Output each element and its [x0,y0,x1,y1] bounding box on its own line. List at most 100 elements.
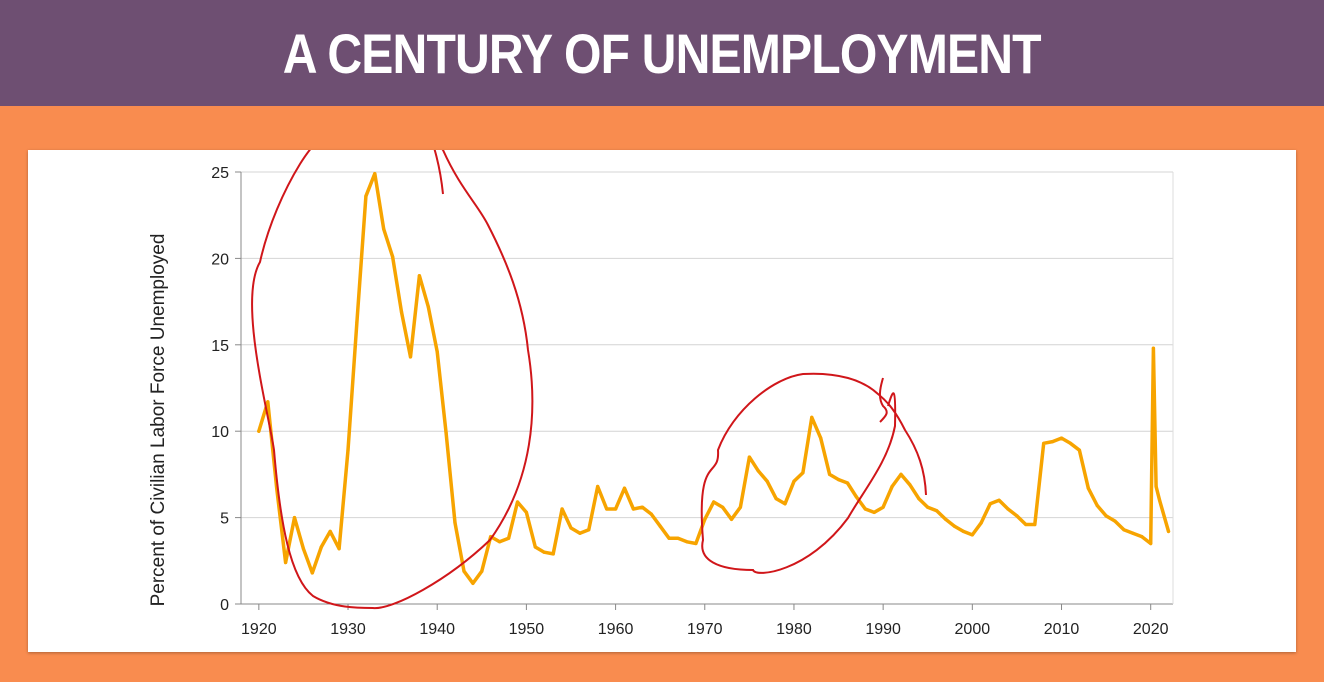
data-point [1006,507,1010,511]
data-point [1151,346,1155,350]
data-point [1104,514,1108,518]
data-point [658,524,662,528]
y-tick-labels: 0 5 10 15 20 25 [211,165,229,614]
data-point [631,507,636,511]
data-point [569,526,573,530]
x-tick-label: 1930 [330,621,366,638]
x-tick-labels: 1920 1930 1940 1950 1960 1970 1980 1990 2000 2010… [241,621,1169,638]
data-point [917,497,921,501]
data-point [979,521,983,525]
data-point [845,481,850,485]
data-point [373,172,377,176]
data-point [1051,440,1055,444]
annotation-circle-depression [251,150,534,610]
data-point [783,502,787,506]
data-point [1166,529,1171,533]
data-point [961,529,966,533]
series-line-unemployment [257,171,1171,586]
data-point [346,448,350,452]
x-tick-label: 1970 [687,621,723,638]
data-point [1015,514,1019,518]
data-point [614,507,618,511]
data-point [756,469,760,473]
data-point [524,510,528,514]
x-tick-label: 1920 [241,621,277,638]
x-tick-label: 2010 [1044,621,1080,638]
data-point [257,429,261,433]
data-point [1077,448,1081,452]
data-point [453,521,457,525]
data-point [712,500,716,504]
annotation-circle-1980s [700,372,927,574]
data-point [640,505,644,509]
data-point [1158,498,1162,502]
data-point [694,541,698,546]
data-point [284,560,288,565]
data-point [988,502,992,506]
title-banner: A CENTURY OF UNEMPLOYMENT [0,0,1324,106]
data-point [391,255,395,259]
data-point [837,478,841,482]
data-point [337,547,341,551]
data-point [480,569,484,573]
data-point [310,571,314,575]
data-point [301,547,305,551]
x-tick-label: 1940 [419,621,455,638]
data-point [685,540,689,544]
data-point [908,483,912,487]
y-tick-label: 10 [211,424,229,441]
data-point [435,350,439,354]
data-point [863,507,867,511]
data-point [935,509,939,513]
data-point [721,505,725,509]
y-tick-label: 20 [211,251,229,268]
data-point [515,500,520,504]
data-point [1154,484,1158,489]
y-axis-label: Percent of Civilian Labor Force Unemploy… [148,234,169,607]
annotation-squiggle-1980s [879,377,888,423]
chart-panel: 0 5 10 15 20 25 1920 1930 1940 1950 1960 1970 1980 1… [28,150,1296,652]
data-point [1068,441,1072,445]
y-tick-label: 15 [211,338,229,355]
x-tick-label: 2000 [955,621,991,638]
data-point [792,479,796,483]
data-point [1095,503,1099,508]
data-point [899,472,903,476]
data-point [399,310,404,314]
data-point [676,536,680,540]
data-point [462,569,466,573]
data-point [364,194,368,198]
data-point [1140,535,1144,539]
data-point [747,455,752,459]
data-point [578,531,582,535]
data-point [382,227,386,231]
data-point [926,505,930,509]
data-point [596,484,600,489]
data-point [738,505,743,509]
gridlines [241,171,1173,519]
data-point [1059,436,1064,440]
data-point [952,524,957,528]
data-point [944,517,948,521]
data-point [551,552,555,556]
data-point [426,305,430,309]
data-point [810,415,814,419]
x-tick-label: 1960 [598,621,634,638]
data-point [560,507,564,511]
data-point [408,355,413,359]
data-point [622,486,627,490]
x-tick-label: 2020 [1133,621,1169,638]
x-tick-label: 1980 [776,621,812,638]
page-title: A CENTURY OF UNEMPLOYMENT [282,21,1042,85]
hand-drawn-annotations [251,150,927,610]
data-point [970,533,974,537]
data-point [587,528,591,532]
x-tick-label: 1950 [509,621,545,638]
data-point [1149,541,1153,546]
series-group [257,171,1171,586]
data-point [444,431,448,435]
data-point [292,516,297,520]
data-point [605,507,609,511]
data-point [1042,441,1046,445]
annotation-tail-depression [433,150,444,195]
